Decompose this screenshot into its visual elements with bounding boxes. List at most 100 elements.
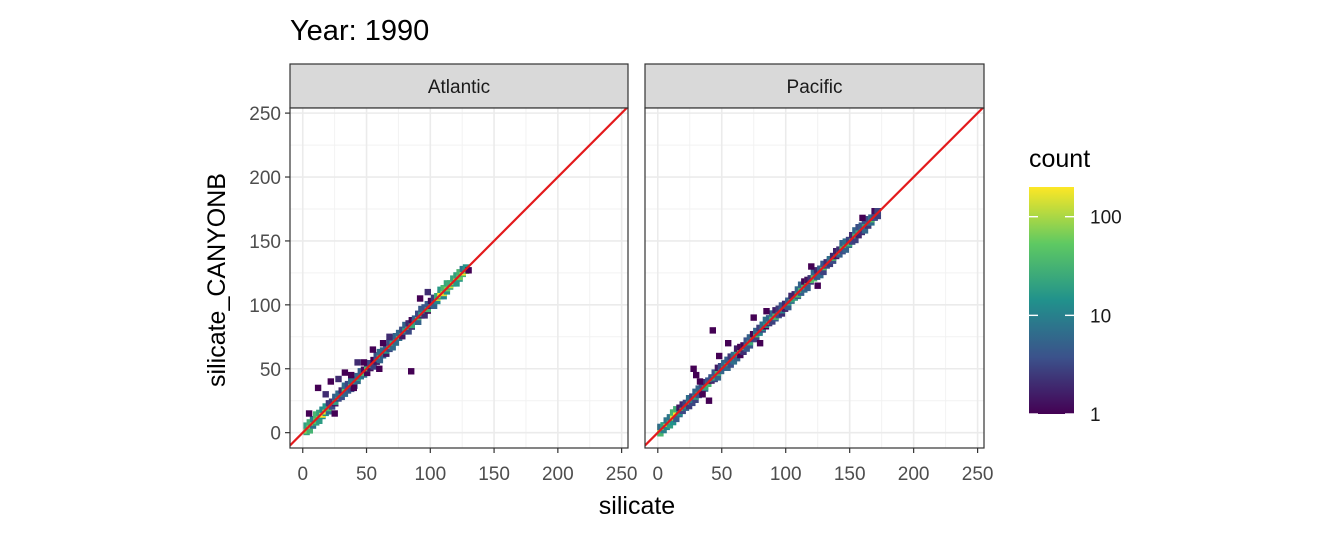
y-tick-label: 150 <box>249 232 281 253</box>
heatmap-bin-outlier <box>305 410 313 417</box>
heatmap-bin <box>746 342 754 349</box>
heatmap-bin-outlier <box>859 214 866 222</box>
facet-panels: Atlantic 0 50 100 150 200 250 Pacific 0 50 100 150 2… <box>289 63 994 485</box>
color-legend: count 1 10 100 <box>1029 145 1122 426</box>
heatmap-bin <box>861 227 869 234</box>
heatmap-bin-outlier <box>725 340 732 347</box>
heatmap-bin <box>303 422 310 429</box>
x-tick-label: 50 <box>356 464 377 485</box>
heatmap-bin <box>852 236 859 244</box>
heatmap-bin <box>446 280 454 287</box>
heatmap-bin-outlier <box>376 365 383 372</box>
reference-line-y-equals-x <box>290 108 628 447</box>
x-tick-label: 250 <box>962 464 994 485</box>
heatmap-bin <box>679 407 686 415</box>
legend-colorbar <box>1029 187 1074 414</box>
heatmap-bin-outlier <box>341 369 349 376</box>
heatmap-bin <box>379 347 387 354</box>
heatmap-bin <box>328 403 336 410</box>
heatmap-bin-outlier <box>716 352 723 360</box>
heatmap-bin <box>354 372 361 380</box>
heatmap-bin-outlier <box>369 346 377 353</box>
heatmap-bin <box>405 320 412 327</box>
heatmap-bin-outlier <box>386 333 393 340</box>
x-tick-label: 200 <box>898 464 930 485</box>
heatmap-bin-outlier <box>322 391 329 398</box>
heatmap-bin <box>826 260 834 268</box>
panel-border <box>644 107 985 449</box>
heatmap-bin <box>785 303 792 311</box>
heatmap-bin <box>303 427 310 434</box>
facet-strip-label: Atlantic <box>428 77 490 98</box>
legend-label: 1 <box>1090 405 1101 426</box>
heatmap-bin <box>440 293 447 300</box>
heatmap-bin-outlier <box>756 340 764 347</box>
heatmap-bin-outlier <box>360 359 368 366</box>
heatmap-bin <box>733 355 741 362</box>
heatmap-bin <box>746 339 754 346</box>
legend-label: 100 <box>1090 208 1122 229</box>
heatmap-bin <box>820 268 827 276</box>
x-axis-title: silicate <box>599 492 675 520</box>
heatmap-bin <box>338 393 345 401</box>
legend-label: 10 <box>1090 306 1111 327</box>
heatmap-bin <box>332 398 339 405</box>
y-tick-label: 50 <box>260 360 281 381</box>
heatmap-bin <box>405 328 412 335</box>
heatmap-bin <box>316 417 323 424</box>
y-tick-label: 200 <box>249 168 281 189</box>
x-tick-label: 150 <box>478 464 510 485</box>
heatmap-bin-outlier <box>693 371 700 379</box>
heatmap-bin-outlier <box>699 391 706 398</box>
heatmap-bin <box>730 358 738 365</box>
heatmap-bin-outlier <box>690 365 697 372</box>
heatmap-bin-outlier <box>696 378 704 385</box>
heatmap-bin <box>443 288 451 295</box>
heatmap-bin <box>804 284 811 292</box>
heatmap-bin-outlier <box>808 263 815 270</box>
heatmap-bin <box>354 377 361 385</box>
heatmap-bin <box>453 280 460 287</box>
heatmap-bin-outlier <box>331 410 338 417</box>
heatmap-bin <box>842 246 849 253</box>
heatmap-bin <box>797 289 805 296</box>
heatmap-bin-outlier <box>416 295 424 302</box>
facet-strip <box>289 63 629 109</box>
x-tick-label: 200 <box>542 464 574 485</box>
heatmap-bin <box>392 339 400 346</box>
heatmap-bin <box>370 363 377 370</box>
heatmap-bin <box>341 390 349 397</box>
y-tick-label: 0 <box>270 424 281 445</box>
heatmap-bin <box>753 335 760 343</box>
heatmap-bin-outlier <box>350 384 357 392</box>
heatmap-bin <box>306 427 313 434</box>
facet-strip-label: Pacific <box>787 77 843 98</box>
heatmap-bin <box>383 350 390 357</box>
y-tick-label: 250 <box>249 104 281 125</box>
x-tick-label: 250 <box>606 464 638 485</box>
heatmap-bin <box>421 304 428 311</box>
heatmap-bin-outlier <box>408 368 415 375</box>
heatmap-bin-outlier <box>379 340 387 347</box>
heatmap-bin-outlier <box>348 371 355 379</box>
heatmap-bin-outlier <box>335 375 342 383</box>
heatmap-bin-outlier <box>814 282 821 289</box>
x-tick-label: 150 <box>834 464 866 485</box>
reference-line-y-equals-x <box>645 108 984 447</box>
x-tick-label: 0 <box>297 464 308 485</box>
panel-border <box>289 107 629 449</box>
facet-strip <box>644 63 985 109</box>
heatmap-bin <box>714 374 722 381</box>
y-tick-label: 100 <box>249 296 281 317</box>
heatmap-bin-outlier <box>424 288 431 296</box>
heatmap-bin-outlier <box>465 267 472 274</box>
heatmap-bin-outlier <box>763 308 770 315</box>
heatmap-bin-outlier <box>314 384 322 392</box>
legend-title: count <box>1029 145 1090 173</box>
heatmap-bin <box>421 312 428 319</box>
chart-title: Year: 1990 <box>290 15 429 47</box>
heatmap-bin <box>399 333 406 340</box>
heatmap-bin-outlier <box>327 378 334 385</box>
heatmap-bin-outlier <box>709 327 716 334</box>
